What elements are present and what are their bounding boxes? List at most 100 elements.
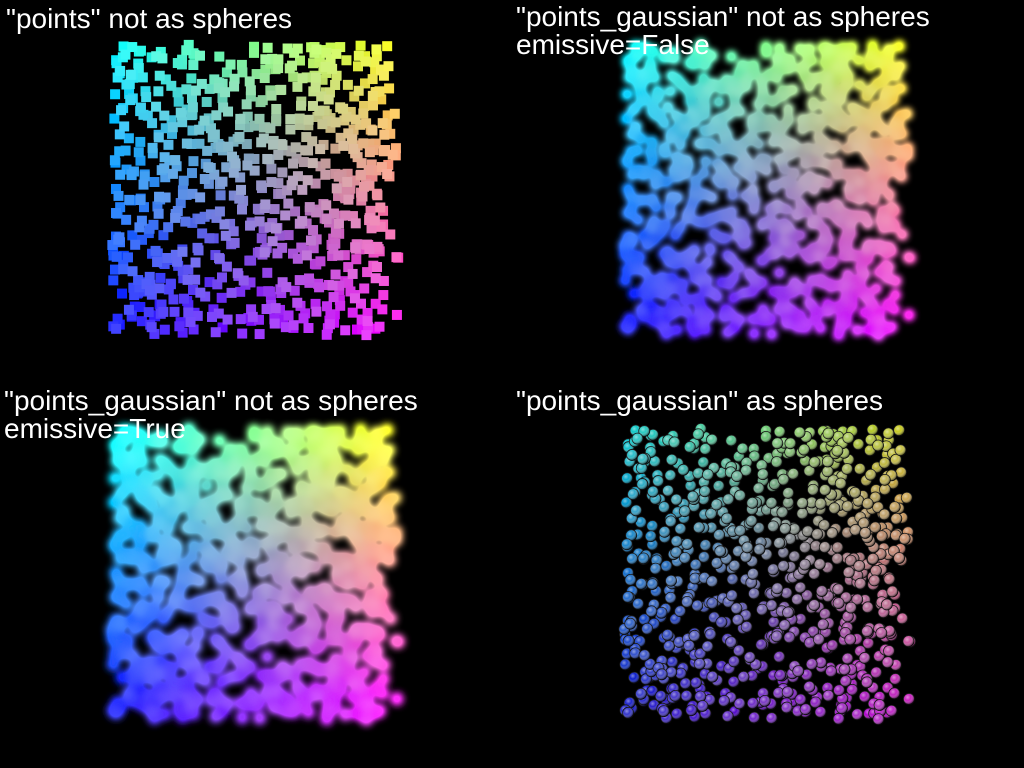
point [878, 124, 890, 136]
sphere-shade [702, 469, 714, 481]
point [659, 142, 671, 154]
point [172, 87, 183, 98]
point [621, 88, 633, 100]
point [301, 558, 314, 571]
point [143, 606, 156, 619]
point [170, 249, 181, 260]
point [311, 44, 322, 55]
point [115, 488, 128, 501]
point [303, 120, 314, 131]
point [343, 277, 354, 288]
point [245, 85, 256, 96]
point [283, 230, 294, 241]
point [192, 310, 203, 321]
point [122, 516, 135, 529]
point [261, 304, 272, 315]
point [175, 107, 186, 118]
point [269, 686, 282, 699]
point [122, 687, 135, 700]
point [285, 124, 296, 135]
point [153, 208, 164, 219]
point [705, 244, 717, 256]
point [186, 485, 199, 498]
point [241, 139, 252, 150]
point [378, 275, 389, 286]
point [297, 216, 308, 227]
point [112, 72, 123, 83]
point [332, 633, 345, 646]
point [124, 79, 135, 90]
point [136, 316, 147, 327]
point [355, 40, 366, 51]
point [302, 497, 315, 510]
sphere-shade [862, 637, 874, 649]
sphere-shade [861, 676, 873, 688]
point [113, 234, 124, 245]
sphere-shade [649, 455, 661, 467]
point [280, 210, 291, 221]
point [268, 139, 279, 150]
sphere-shade [718, 695, 730, 707]
point [203, 616, 216, 629]
point [338, 140, 349, 151]
point [167, 677, 180, 690]
point [331, 48, 342, 59]
point [383, 61, 394, 72]
point [190, 274, 201, 285]
point [862, 114, 874, 126]
point [149, 177, 160, 188]
sphere-shade [713, 480, 725, 492]
sphere-shade [753, 482, 765, 494]
point [213, 636, 226, 649]
sphere-shade [773, 687, 785, 699]
point [385, 229, 396, 240]
point [276, 550, 289, 563]
point [248, 47, 259, 58]
point [635, 194, 647, 206]
point [359, 51, 370, 62]
point [193, 433, 206, 446]
point [335, 132, 346, 143]
point [684, 57, 696, 69]
point [831, 169, 843, 181]
sphere-shade [858, 517, 870, 529]
point [773, 303, 785, 315]
point [822, 306, 834, 318]
point [340, 210, 351, 221]
point [369, 57, 380, 68]
point [382, 110, 393, 121]
point [137, 72, 148, 83]
point [342, 168, 353, 179]
point [314, 105, 325, 116]
point [181, 84, 192, 95]
sphere-shade [635, 578, 647, 590]
point [638, 229, 650, 241]
point [815, 272, 827, 284]
point [205, 123, 216, 134]
point [628, 288, 640, 300]
point [210, 493, 223, 506]
point [114, 129, 125, 140]
point [180, 216, 191, 227]
point [308, 58, 319, 69]
point [183, 264, 194, 275]
point [187, 102, 198, 113]
point [188, 324, 199, 335]
point [357, 564, 370, 577]
point [167, 128, 178, 139]
point [143, 668, 156, 681]
point [328, 243, 339, 254]
point [177, 558, 190, 571]
point [787, 84, 799, 96]
point [889, 289, 901, 301]
point [256, 180, 267, 191]
point [284, 507, 297, 520]
point [347, 526, 360, 539]
point [815, 114, 827, 126]
point [114, 552, 127, 565]
point [387, 149, 398, 160]
point [622, 207, 634, 219]
point [750, 274, 762, 286]
point [377, 118, 388, 129]
point [135, 155, 146, 166]
